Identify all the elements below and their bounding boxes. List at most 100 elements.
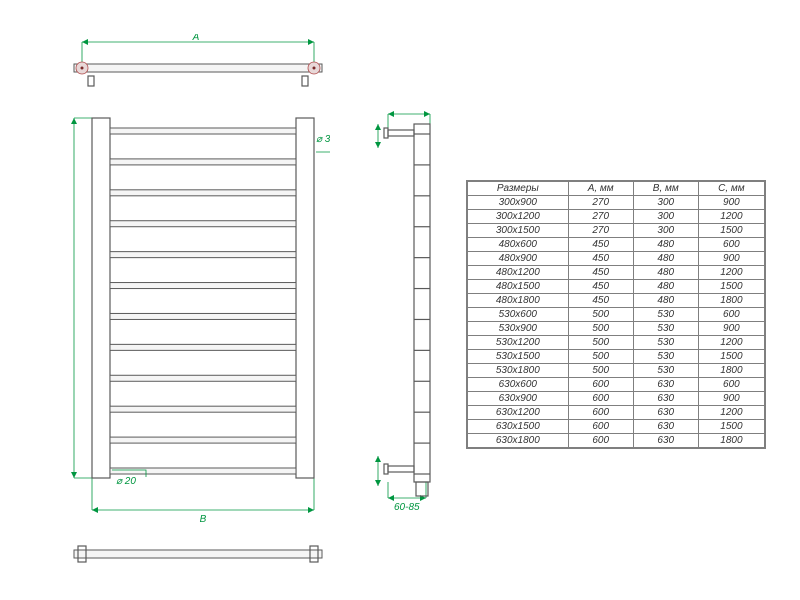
table-cell: 1800 <box>698 294 764 308</box>
table-row: 530x18005005301800 <box>468 364 765 378</box>
table-cell: 480x1200 <box>468 266 569 280</box>
table-cell: 530 <box>633 350 698 364</box>
rung <box>110 375 296 381</box>
table-row: 530x15005005301500 <box>468 350 765 364</box>
drawing-page: A C B <box>0 0 800 600</box>
rung <box>110 406 296 412</box>
table-cell: 630x1200 <box>468 406 569 420</box>
table-cell: 1500 <box>698 350 764 364</box>
table-cell: 530x1800 <box>468 364 569 378</box>
table-cell: 900 <box>698 392 764 406</box>
rung <box>110 221 296 227</box>
table-row: 480x15004504801500 <box>468 280 765 294</box>
table-cell: 900 <box>698 196 764 210</box>
table-cell: 600 <box>568 420 633 434</box>
front-view: C B ⌀ 30 ⌀ 20 <box>66 108 330 528</box>
table-cell: 530 <box>633 364 698 378</box>
table-cell: 480 <box>633 238 698 252</box>
depth-top-label: 75-100 <box>400 108 432 109</box>
table-cell: 530x900 <box>468 322 569 336</box>
table-cell: 1800 <box>698 364 764 378</box>
table-cell: 300 <box>633 196 698 210</box>
table-cell: 630x900 <box>468 392 569 406</box>
dim-a-label: A <box>192 34 200 43</box>
table-header-row: Размеры A, мм B, мм C, мм <box>468 182 765 196</box>
table-cell: 300x1500 <box>468 224 569 238</box>
rung <box>110 190 296 196</box>
dim-c-label: C <box>66 292 69 300</box>
table-cell: 630x1500 <box>468 420 569 434</box>
side-view: 75-100 62 62 60-85 <box>370 108 454 528</box>
top-view: A <box>68 34 328 92</box>
table-cell: 450 <box>568 280 633 294</box>
table-cell: 1200 <box>698 336 764 350</box>
dim-b-label: B <box>200 514 207 525</box>
table-cell: 600 <box>568 378 633 392</box>
depth-bottom-label: 60-85 <box>394 502 420 513</box>
table-cell: 270 <box>568 196 633 210</box>
rung <box>110 313 296 319</box>
tube-30-callout: ⌀ 30 <box>316 134 330 152</box>
table-cell: 500 <box>568 364 633 378</box>
col-size: Размеры <box>468 182 569 196</box>
table-cell: 1500 <box>698 280 764 294</box>
table-cell: 270 <box>568 210 633 224</box>
table-cell: 1200 <box>698 210 764 224</box>
table-cell: 530 <box>633 322 698 336</box>
table-cell: 600 <box>568 406 633 420</box>
table-cell: 480x1500 <box>468 280 569 294</box>
table-row: 300x900270300900 <box>468 196 765 210</box>
table-cell: 300 <box>633 210 698 224</box>
table-cell: 530x600 <box>468 308 569 322</box>
rung <box>110 283 296 289</box>
table-row: 530x600500530600 <box>468 308 765 322</box>
table-cell: 480 <box>633 280 698 294</box>
table-cell: 630 <box>633 420 698 434</box>
table-cell: 480x900 <box>468 252 569 266</box>
table-cell: 530x1200 <box>468 336 569 350</box>
table-cell: 600 <box>568 434 633 448</box>
col-c: C, мм <box>698 182 764 196</box>
rung <box>110 437 296 443</box>
tube-30-label: ⌀ 30 <box>316 134 330 145</box>
table-row: 630x600600630600 <box>468 378 765 392</box>
table-cell: 480x600 <box>468 238 569 252</box>
table-cell: 630x1800 <box>468 434 569 448</box>
rung <box>110 252 296 258</box>
table-cell: 530x1500 <box>468 350 569 364</box>
table-cell: 1500 <box>698 224 764 238</box>
table-cell: 480 <box>633 266 698 280</box>
rung <box>110 344 296 350</box>
bottom-view <box>68 542 328 572</box>
table-cell: 480x1800 <box>468 294 569 308</box>
table-row: 630x15006006301500 <box>468 420 765 434</box>
table-cell: 300 <box>633 224 698 238</box>
table-row: 300x12002703001200 <box>468 210 765 224</box>
table-row: 530x12005005301200 <box>468 336 765 350</box>
table-cell: 1800 <box>698 434 764 448</box>
table-row: 480x18004504801800 <box>468 294 765 308</box>
table-cell: 600 <box>698 378 764 392</box>
size-table: Размеры A, мм B, мм C, мм 300x9002703009… <box>466 180 766 449</box>
table-cell: 500 <box>568 308 633 322</box>
table-cell: 300x1200 <box>468 210 569 224</box>
table-row: 630x12006006301200 <box>468 406 765 420</box>
table-cell: 600 <box>568 392 633 406</box>
table-cell: 1500 <box>698 420 764 434</box>
table-cell: 1200 <box>698 406 764 420</box>
table-cell: 630 <box>633 406 698 420</box>
table-row: 530x900500530900 <box>468 322 765 336</box>
table-cell: 500 <box>568 336 633 350</box>
col-a: A, мм <box>568 182 633 196</box>
rung <box>110 128 296 134</box>
table-cell: 450 <box>568 266 633 280</box>
table-cell: 630 <box>633 378 698 392</box>
table-cell: 500 <box>568 322 633 336</box>
table-cell: 1200 <box>698 266 764 280</box>
table-cell: 530 <box>633 336 698 350</box>
col-b: B, мм <box>633 182 698 196</box>
table-row: 480x900450480900 <box>468 252 765 266</box>
table-cell: 630x600 <box>468 378 569 392</box>
table-cell: 450 <box>568 238 633 252</box>
table-cell: 600 <box>698 308 764 322</box>
